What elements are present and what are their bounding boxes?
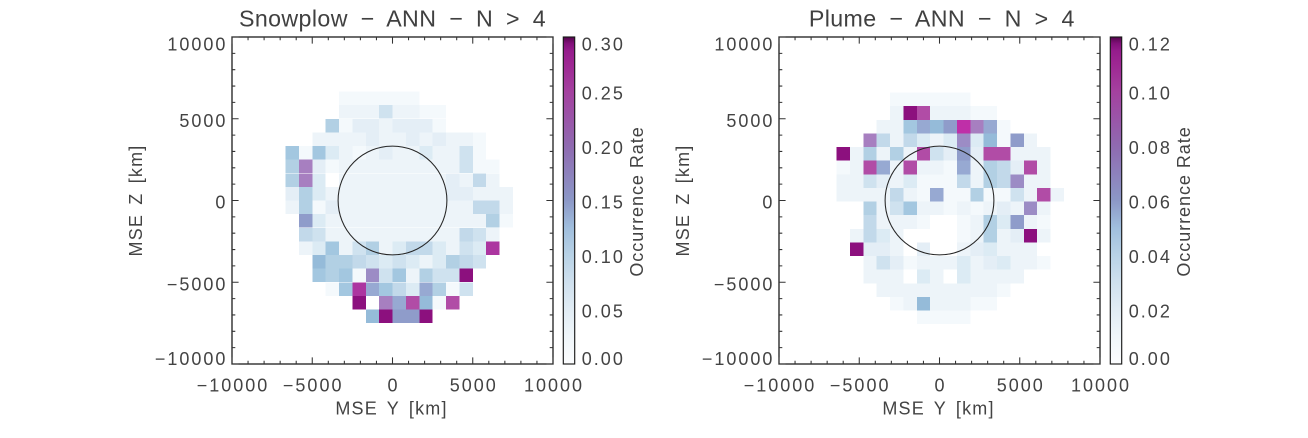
svg-text:MSE Z [km]: MSE Z [km] <box>126 145 146 257</box>
svg-text:−10000: −10000 <box>197 375 270 395</box>
svg-text:0.12: 0.12 <box>1129 34 1172 54</box>
svg-text:0: 0 <box>387 375 399 395</box>
svg-text:0: 0 <box>215 193 227 213</box>
svg-text:Plume − ANN − N > 4: Plume − ANN − N > 4 <box>809 6 1075 32</box>
svg-text:0.08: 0.08 <box>1129 138 1172 158</box>
svg-text:0.04: 0.04 <box>1129 247 1172 267</box>
svg-text:10000: 10000 <box>524 375 584 395</box>
svg-text:0.05: 0.05 <box>582 302 625 322</box>
svg-text:10000: 10000 <box>1071 375 1131 395</box>
svg-text:−10000: −10000 <box>702 349 775 369</box>
svg-text:0.25: 0.25 <box>582 84 625 104</box>
svg-text:MSE Z [km]: MSE Z [km] <box>673 145 693 257</box>
svg-text:5000: 5000 <box>179 111 227 131</box>
svg-text:0.02: 0.02 <box>1129 302 1172 322</box>
svg-text:−5000: −5000 <box>830 375 891 395</box>
svg-text:0.20: 0.20 <box>582 138 625 158</box>
svg-text:−5000: −5000 <box>714 274 775 294</box>
svg-text:0: 0 <box>762 193 774 213</box>
svg-text:0.30: 0.30 <box>582 34 625 54</box>
svg-text:0.06: 0.06 <box>1129 193 1172 213</box>
svg-text:−10000: −10000 <box>744 375 817 395</box>
svg-text:0.00: 0.00 <box>582 349 625 369</box>
svg-text:10000: 10000 <box>714 34 774 54</box>
svg-text:0.15: 0.15 <box>582 193 625 213</box>
svg-text:5000: 5000 <box>997 375 1045 395</box>
svg-text:MSE Y [km]: MSE Y [km] <box>882 399 994 419</box>
svg-text:5000: 5000 <box>726 111 774 131</box>
svg-text:0.10: 0.10 <box>582 247 625 267</box>
svg-text:0.00: 0.00 <box>1129 349 1172 369</box>
svg-text:10000: 10000 <box>167 34 227 54</box>
svg-text:−10000: −10000 <box>155 349 228 369</box>
svg-text:−5000: −5000 <box>167 274 228 294</box>
svg-text:5000: 5000 <box>450 375 498 395</box>
svg-text:Occurrence Rate: Occurrence Rate <box>627 126 647 276</box>
svg-text:MSE Y [km]: MSE Y [km] <box>335 399 447 419</box>
svg-text:−5000: −5000 <box>283 375 344 395</box>
svg-text:0.10: 0.10 <box>1129 84 1172 104</box>
svg-text:Occurrence Rate: Occurrence Rate <box>1174 126 1194 276</box>
svg-text:Snowplow − ANN − N > 4: Snowplow − ANN − N > 4 <box>239 6 546 32</box>
svg-text:0: 0 <box>934 375 946 395</box>
